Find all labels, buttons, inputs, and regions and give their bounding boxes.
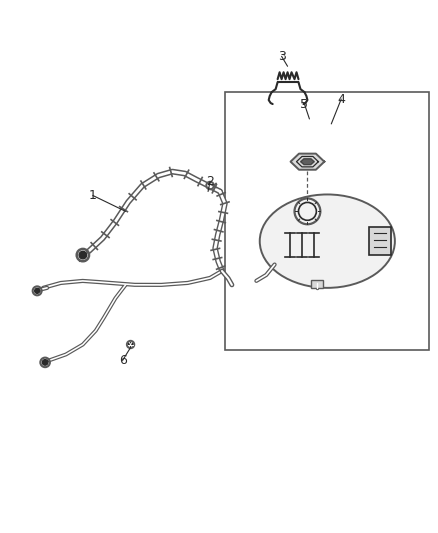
Text: 5: 5 <box>300 98 308 110</box>
Text: 1: 1 <box>89 189 97 202</box>
Text: 6: 6 <box>119 354 127 367</box>
Circle shape <box>79 251 87 259</box>
Text: 3: 3 <box>278 50 286 63</box>
Polygon shape <box>300 159 314 165</box>
Ellipse shape <box>260 195 395 288</box>
Text: 4: 4 <box>337 93 345 106</box>
Bar <box>225 92 429 351</box>
Circle shape <box>42 360 48 365</box>
Text: 2: 2 <box>206 175 214 188</box>
Polygon shape <box>290 154 324 169</box>
Bar <box>311 280 323 288</box>
Circle shape <box>128 342 133 346</box>
Circle shape <box>35 288 40 293</box>
Bar <box>369 227 391 255</box>
